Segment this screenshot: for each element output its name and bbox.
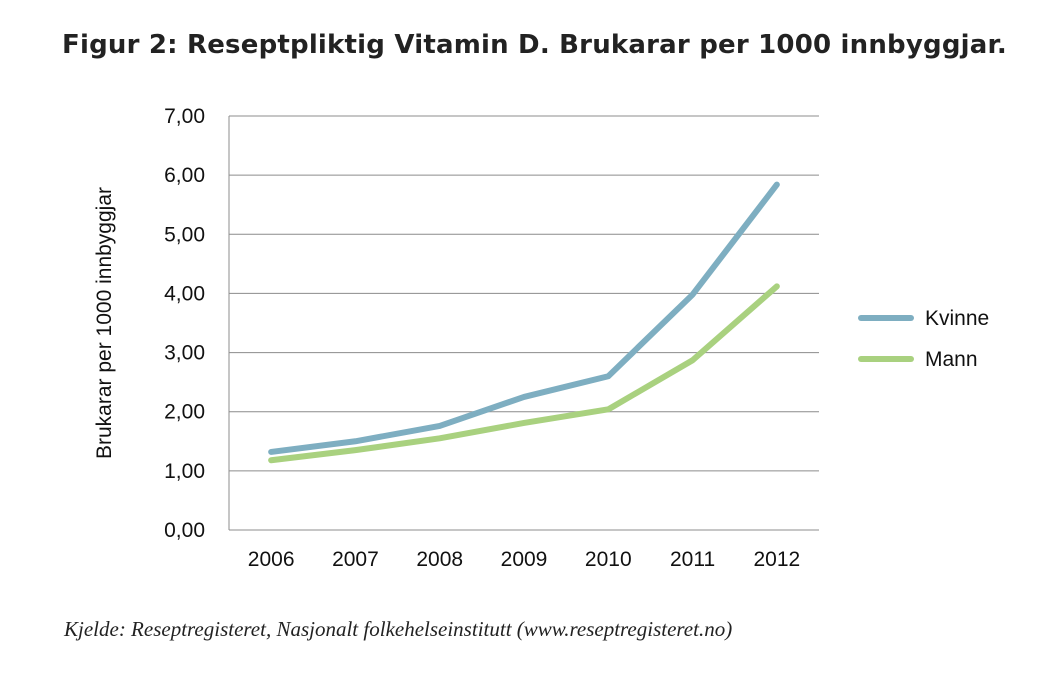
y-axis-title: Brukarar per 1000 innbyggjar: [93, 187, 116, 459]
x-tick-label: 2009: [501, 548, 548, 571]
y-tick-label: 5,00: [164, 223, 205, 246]
y-axis: 0,00 1,00 2,00 3,00 4,00 5,00 6,00 7,00: [164, 105, 230, 542]
x-tick-label: 2006: [248, 548, 295, 571]
y-tick-label: 6,00: [164, 164, 205, 187]
y-tick-label: 4,00: [164, 282, 205, 305]
series-line-kvinne: [268, 181, 780, 455]
x-tick-label: 2012: [753, 548, 800, 571]
legend: Kvinne Mann: [858, 307, 989, 371]
source-caption: Kjelde: Reseptregisteret, Nasjonalt folk…: [64, 617, 733, 641]
y-tick-label: 7,00: [164, 105, 205, 128]
x-tick-label: 2010: [585, 548, 632, 571]
series-line-mann: [268, 283, 780, 464]
y-tick-label: 2,00: [164, 401, 205, 424]
legend-item-mann: Mann: [858, 348, 978, 371]
gridlines: [229, 115, 819, 531]
y-tick-label: 3,00: [164, 342, 205, 365]
x-axis: 2006 2007 2008 2009 2010 2011 2012: [248, 548, 800, 571]
legend-label: Mann: [925, 348, 978, 371]
x-tick-label: 2008: [416, 548, 463, 571]
x-tick-label: 2007: [332, 548, 379, 571]
y-tick-label: 1,00: [164, 460, 205, 483]
legend-item-kvinne: Kvinne: [858, 307, 989, 330]
legend-label: Kvinne: [925, 307, 989, 330]
series-lines: [268, 181, 780, 464]
y-tick-label: 0,00: [164, 519, 205, 542]
chart-title: Figur 2: Reseptpliktig Vitamin D. Brukar…: [62, 30, 1007, 60]
x-tick-label: 2011: [670, 548, 715, 571]
